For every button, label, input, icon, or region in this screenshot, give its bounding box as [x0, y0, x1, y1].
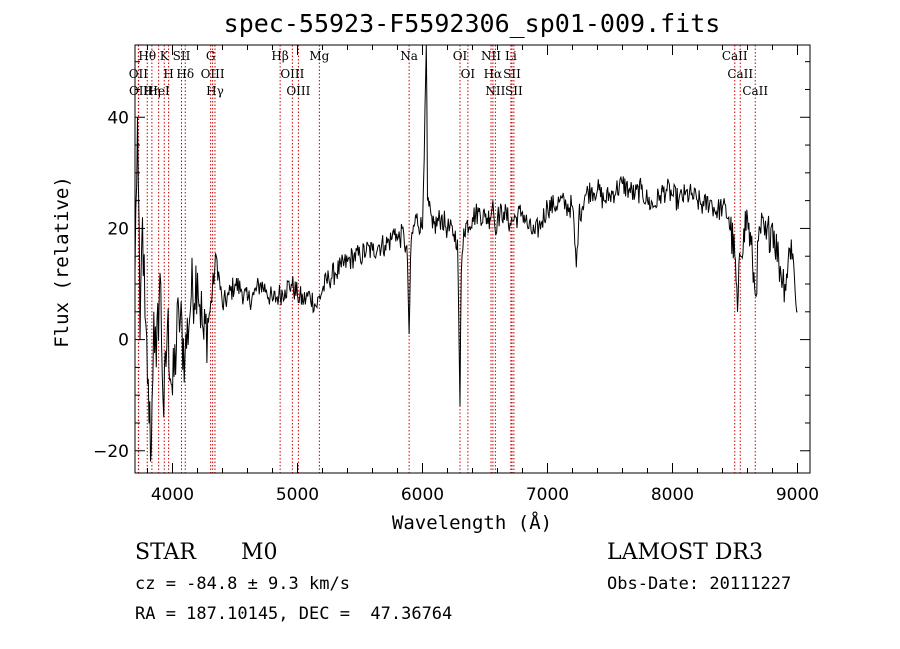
chart-title: spec-55923-F5592306_sp01-009.fits: [224, 9, 721, 38]
line-label: Na: [400, 49, 418, 63]
line-label: NII: [485, 84, 505, 98]
y-tick-label: −20: [93, 442, 129, 462]
x-axis-ticks: 4000 5000 6000 7000 8000 9000: [147, 45, 819, 505]
line-label: OIII: [201, 67, 225, 81]
line-markers: [137, 45, 756, 473]
y-tick-label: 20: [107, 219, 129, 239]
line-label: OIII: [286, 84, 310, 98]
line-label: Hα: [484, 67, 503, 81]
line-label: Li: [505, 49, 517, 63]
x-tick-label: 5000: [276, 485, 319, 505]
plot-frame: [134, 44, 811, 474]
line-label: G: [206, 49, 216, 63]
x-tick-label: 7000: [526, 485, 569, 505]
line-label: OI: [461, 67, 476, 81]
line-label: K: [160, 49, 170, 63]
y-axis-title: Flux (relative): [51, 176, 73, 348]
line-label: CaII: [722, 49, 748, 63]
line-label: H: [163, 67, 173, 81]
x-tick-label: 6000: [401, 485, 444, 505]
line-label: OI: [453, 49, 468, 63]
line-label: SII: [503, 67, 521, 81]
class-label: STAR: [135, 540, 196, 565]
redshift-text: cz = -84.8 ± 9.3 km/s: [135, 574, 350, 594]
line-label: Hβ: [271, 49, 288, 63]
line-label: SII: [505, 84, 523, 98]
obs-date-text: Obs-Date: 20111227: [607, 574, 792, 594]
line-label: SII: [173, 49, 191, 63]
line-label: CaII: [742, 84, 768, 98]
subclass-label: M0: [241, 540, 278, 565]
line-label: OIII: [280, 67, 304, 81]
coordinates-text: RA = 187.10145, DEC = 47.36764: [135, 604, 453, 624]
spectrum-line: [134, 44, 798, 462]
line-label: Hη: [143, 84, 161, 98]
y-tick-label: 40: [107, 108, 129, 128]
line-label: Mg: [309, 49, 329, 63]
line-label: NII: [481, 49, 501, 63]
x-tick-label: 8000: [651, 485, 694, 505]
line-label: OII: [129, 84, 149, 98]
line-label: Hδ: [176, 67, 194, 81]
line-label: Hγ: [206, 84, 224, 98]
x-axis-title: Wavelength (Å): [392, 511, 552, 534]
line-label: OII: [129, 67, 149, 81]
x-tick-label: 9000: [776, 485, 819, 505]
survey-label: LAMOST DR3: [607, 540, 763, 565]
y-tick-label: 0: [118, 331, 129, 351]
line-label: HeI: [147, 84, 170, 98]
line-label: CaII: [727, 67, 753, 81]
x-tick-label: 4000: [151, 485, 194, 505]
line-label: Hθ: [138, 49, 156, 63]
y-axis-ticks: −20 0 20 40: [93, 61, 810, 462]
